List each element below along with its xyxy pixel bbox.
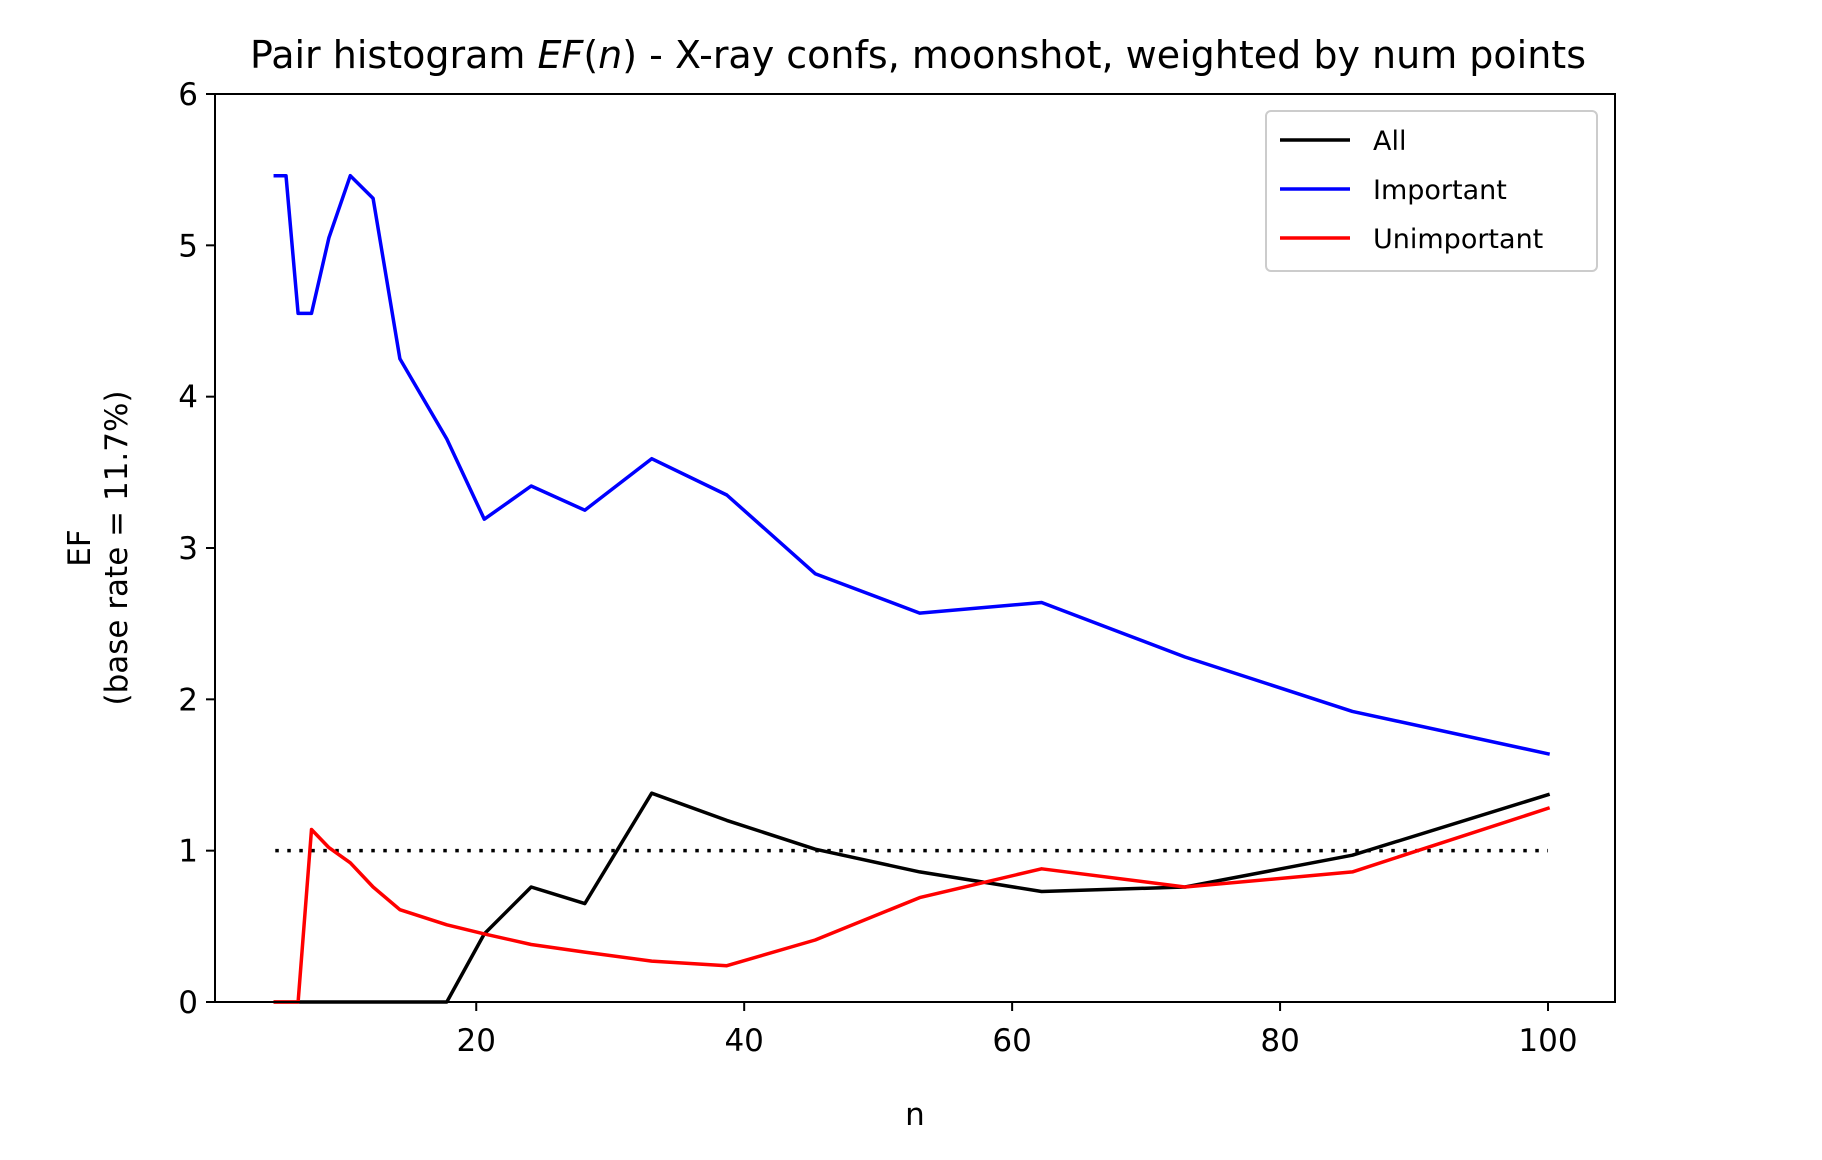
y-tick-label: 5	[178, 228, 198, 264]
y-tick-label: 3	[178, 531, 198, 567]
legend-label-important: Important	[1373, 175, 1507, 206]
x-tick-label: 80	[1260, 1023, 1299, 1059]
y-axis-sublabel: (base rate = 11.7%)	[99, 390, 135, 705]
x-tick-label: 20	[457, 1023, 496, 1059]
x-tick-label: 100	[1518, 1023, 1577, 1059]
x-tick-label: 40	[724, 1023, 763, 1059]
legend-label-unimportant: Unimportant	[1373, 224, 1543, 255]
chart-title: Pair histogram EF(n) - X-ray confs, moon…	[250, 33, 1586, 77]
legend: All Important Unimportant	[1265, 110, 1598, 272]
y-tick-label: 1	[178, 834, 198, 870]
x-axis-ticks: 20 40 60 80 100	[457, 1002, 1578, 1059]
legend-box	[1265, 110, 1598, 272]
y-tick-label: 4	[178, 380, 198, 416]
y-tick-label: 6	[178, 77, 198, 113]
y-tick-label: 2	[178, 682, 198, 718]
legend-label-all: All	[1373, 126, 1406, 157]
series-line-important	[273, 173, 1551, 756]
y-axis-label: EF	[62, 529, 98, 566]
x-tick-label: 60	[992, 1023, 1031, 1059]
y-tick-label: 0	[178, 985, 198, 1021]
y-axis-label-group: EF (base rate = 11.7%)	[62, 390, 135, 705]
series-line-unimportant	[273, 806, 1551, 1004]
x-axis-label: n	[905, 1097, 925, 1133]
plot-area	[273, 173, 1551, 1004]
y-axis-ticks: 0 1 2 3 4 5 6	[178, 77, 215, 1021]
